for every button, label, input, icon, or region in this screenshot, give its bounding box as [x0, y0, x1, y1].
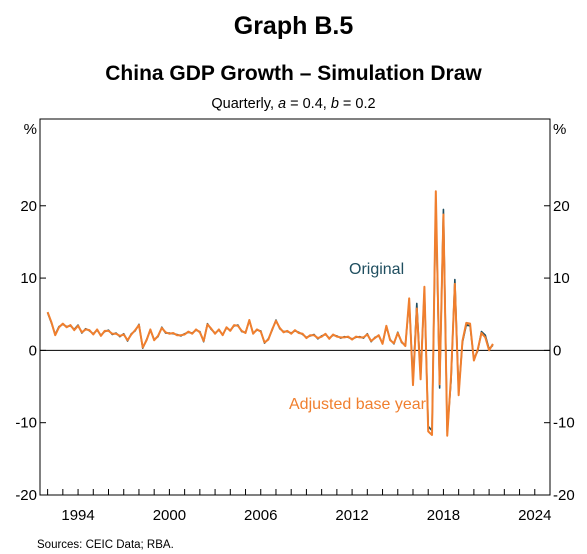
x-tick-label: 2006 — [244, 507, 277, 524]
y-tick-label-left: 20 — [20, 198, 37, 215]
plot-frame — [39, 118, 551, 496]
series-layer — [46, 190, 494, 437]
y-tick-label-right: -20 — [553, 487, 575, 504]
graph-number: Graph B.5 — [233, 12, 354, 40]
y-tick-label-right: 10 — [553, 270, 570, 287]
y-unit-left: % — [24, 121, 37, 138]
y-tick-label-left: -20 — [15, 487, 37, 504]
tick-layer: -20 -20 -10 -10 0 0 10 10 20 20% % 1994 2000 2006 2012… — [15, 121, 574, 524]
y-tick-label-left: 0 — [29, 342, 37, 359]
y-tick-label-left: 10 — [20, 270, 37, 287]
param-b-name: b — [330, 96, 339, 112]
y-tick-label-right: 20 — [553, 198, 570, 215]
annotation-original: Original — [349, 261, 404, 278]
chart-title: China GDP Growth – Simulation Draw — [105, 62, 482, 85]
source-note: Sources: CEIC Data; RBA. — [37, 539, 174, 551]
x-tick-label: 2018 — [427, 507, 460, 524]
subtitle-prefix: Quarterly, — [211, 96, 278, 112]
param-a-value: = 0.4, — [286, 96, 331, 112]
y-tick-label-right: 0 — [553, 342, 561, 359]
x-tick-label: 2000 — [153, 507, 186, 524]
y-tick-label-left: -10 — [15, 415, 37, 432]
annotation-adjusted: Adjusted base year — [289, 396, 427, 413]
chart-subtitle: Quarterly, a = 0.4, b = 0.2 — [0, 96, 587, 112]
y-tick-label-right: -10 — [553, 415, 575, 432]
y-unit-right: % — [553, 121, 566, 138]
x-tick-label: 2024 — [518, 507, 551, 524]
x-tick-label: 2012 — [335, 507, 368, 524]
param-a-name: a — [278, 96, 287, 112]
param-b-value: = 0.2 — [338, 96, 376, 112]
series-line-adjusted — [46, 190, 494, 437]
x-tick-label: 1994 — [61, 507, 94, 524]
